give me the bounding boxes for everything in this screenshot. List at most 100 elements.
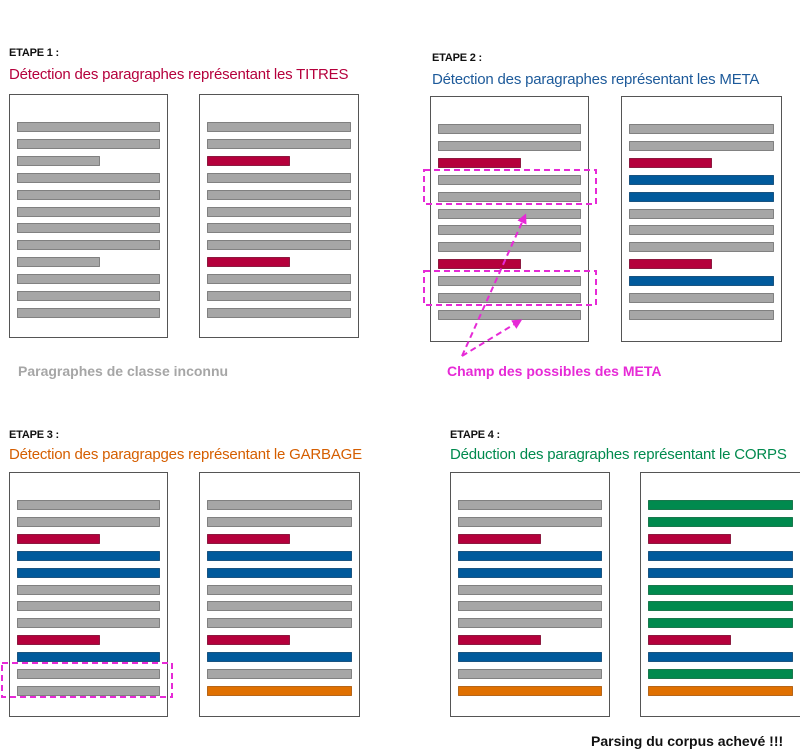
unknown-paragraph <box>207 618 352 628</box>
titre-paragraph <box>458 534 541 544</box>
unknown-class-note: Paragraphes de classe inconnu <box>18 363 229 379</box>
unknown-paragraph <box>207 274 351 284</box>
corps-paragraph <box>648 669 793 679</box>
unknown-paragraph <box>207 500 352 510</box>
unknown-paragraph <box>207 223 351 233</box>
unknown-paragraph <box>17 274 160 284</box>
titre-paragraph <box>629 158 712 168</box>
corps-paragraph <box>648 585 793 595</box>
titre-paragraph <box>458 635 541 645</box>
unknown-paragraph <box>17 173 160 183</box>
meta-paragraph <box>648 551 793 561</box>
titre-paragraph <box>629 259 712 269</box>
meta-paragraph <box>17 551 160 561</box>
garbage-paragraph <box>458 686 602 696</box>
unknown-paragraph <box>17 585 160 595</box>
meta-field-note: Champ des possibles des META <box>447 363 662 379</box>
meta-paragraph <box>17 568 160 578</box>
meta-paragraph <box>458 551 602 561</box>
unknown-paragraph <box>629 225 774 235</box>
unknown-paragraph <box>207 517 352 527</box>
meta-paragraph <box>207 551 352 561</box>
step-1-label: ETAPE 1 : <box>9 47 59 59</box>
arrow-to-bottom-box <box>461 319 523 357</box>
unknown-paragraph <box>438 141 581 151</box>
unknown-paragraph <box>207 207 351 217</box>
unknown-paragraph <box>17 156 100 166</box>
unknown-paragraph <box>207 585 352 595</box>
step-1-title: Détection des paragraphes représentant l… <box>9 66 349 83</box>
unknown-paragraph <box>438 276 581 286</box>
step-3-title: Détection des paragrapges représentant l… <box>9 446 362 463</box>
titre-paragraph <box>648 534 731 544</box>
unknown-paragraph <box>458 517 602 527</box>
meta-paragraph <box>458 652 602 662</box>
unknown-paragraph <box>207 601 352 611</box>
titre-paragraph <box>207 635 290 645</box>
unknown-paragraph <box>438 209 581 219</box>
unknown-paragraph <box>438 293 581 303</box>
unknown-paragraph <box>17 257 100 267</box>
garbage-detection-box <box>1 662 173 698</box>
meta-paragraph <box>207 652 352 662</box>
titre-paragraph <box>207 534 290 544</box>
unknown-paragraph <box>629 209 774 219</box>
corps-paragraph <box>648 500 793 510</box>
unknown-paragraph <box>17 517 160 527</box>
corps-paragraph <box>648 618 793 628</box>
unknown-paragraph <box>17 308 160 318</box>
unknown-paragraph <box>438 225 581 235</box>
unknown-paragraph <box>207 139 351 149</box>
garbage-paragraph <box>207 686 352 696</box>
meta-paragraph <box>648 652 793 662</box>
unknown-paragraph <box>438 124 581 134</box>
step-3-label: ETAPE 3 : <box>9 429 59 441</box>
unknown-paragraph <box>629 310 774 320</box>
unknown-paragraph <box>629 124 774 134</box>
meta-candidate-box-bottom <box>423 270 597 306</box>
unknown-paragraph <box>207 669 352 679</box>
titre-paragraph <box>17 534 100 544</box>
unknown-paragraph <box>207 190 351 200</box>
unknown-paragraph <box>629 293 774 303</box>
meta-paragraph <box>629 175 774 185</box>
titre-paragraph <box>207 156 290 166</box>
unknown-paragraph <box>438 242 581 252</box>
unknown-paragraph <box>629 242 774 252</box>
unknown-paragraph <box>458 500 602 510</box>
unknown-paragraph <box>17 240 160 250</box>
unknown-paragraph <box>458 669 602 679</box>
titre-paragraph <box>648 635 731 645</box>
step-4-title: Déduction des paragraphes représentant l… <box>450 446 787 463</box>
unknown-paragraph <box>17 669 160 679</box>
titre-paragraph <box>438 158 521 168</box>
corps-paragraph <box>648 517 793 527</box>
titre-paragraph <box>207 257 290 267</box>
unknown-paragraph <box>17 223 160 233</box>
unknown-paragraph <box>207 240 351 250</box>
unknown-paragraph <box>629 141 774 151</box>
meta-paragraph <box>648 568 793 578</box>
unknown-paragraph <box>17 601 160 611</box>
unknown-paragraph <box>207 291 351 301</box>
titre-paragraph <box>17 635 100 645</box>
step-2-title: Détection des paragraphes représentant l… <box>432 71 760 88</box>
unknown-paragraph <box>207 173 351 183</box>
unknown-paragraph <box>17 291 160 301</box>
unknown-paragraph <box>17 190 160 200</box>
unknown-paragraph <box>438 175 581 185</box>
meta-paragraph <box>207 568 352 578</box>
meta-paragraph <box>629 192 774 202</box>
meta-candidate-box-top <box>423 169 597 205</box>
meta-paragraph <box>458 568 602 578</box>
unknown-paragraph <box>458 618 602 628</box>
unknown-paragraph <box>17 207 160 217</box>
unknown-paragraph <box>17 686 160 696</box>
unknown-paragraph <box>17 139 160 149</box>
step-4-label: ETAPE 4 : <box>450 429 500 441</box>
unknown-paragraph <box>458 601 602 611</box>
corps-paragraph <box>648 601 793 611</box>
unknown-paragraph <box>438 310 581 320</box>
arrow-to-top-box <box>461 213 527 357</box>
